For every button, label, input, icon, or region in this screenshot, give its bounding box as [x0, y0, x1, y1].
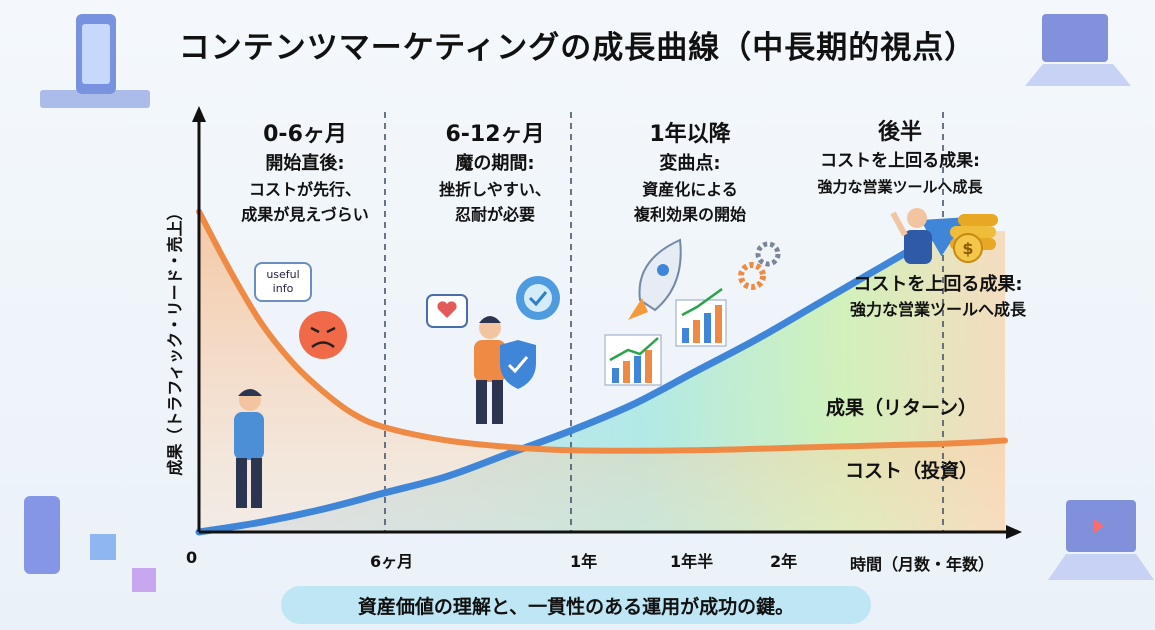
angry-face-icon [299, 311, 347, 359]
phase-desc-line: 強力な営業ツールへ成長 [817, 178, 983, 196]
phase-heading: 1年以降 [649, 122, 731, 147]
corner-device-bl-icon [24, 496, 156, 592]
phase-subtitle: 変曲点: [659, 153, 721, 174]
cost-series-line [196, 208, 1008, 454]
phase-heading: 6-12ヶ月 [445, 122, 545, 147]
x-axis-arrow [1006, 525, 1022, 539]
x-tick-label: 6ヶ月 [370, 552, 414, 571]
phase-desc-line: コストが先行、 [248, 180, 361, 199]
useful-info-bubble: useful info [254, 262, 312, 302]
phase-heading: 0-6ヶ月 [263, 122, 347, 147]
phase-subtitle: 開始直後: [265, 153, 345, 174]
cost-area [199, 211, 1005, 533]
x-axis-label: 時間（月数・年数） [850, 555, 995, 574]
phase-desc-line: 忍耐が必要 [454, 205, 535, 224]
x-tick-label: 2年 [770, 552, 798, 571]
chart-title: コンテンツマーケティングの成長曲線（中長期的視点） [178, 30, 977, 66]
corner-laptop-tr-icon [1025, 14, 1131, 86]
corner-device-tl-icon [40, 14, 150, 108]
return-series-line [195, 217, 968, 536]
phase-desc-line: 資産化による [642, 180, 738, 199]
phase-desc-line: 挫折しやすい、 [439, 180, 551, 199]
footer-banner: 資産価値の理解と、一貫性のある運用が成功の鍵。 [281, 586, 871, 624]
check-badge-icon [516, 276, 560, 320]
phase-heading: 後半 [877, 120, 922, 145]
x-tick-label: 0 [186, 548, 198, 567]
legend-cost: コスト（投資） [845, 460, 979, 482]
x-tick-label: 1年 [570, 552, 598, 571]
y-axis-label-wrap: 成果（トラフィック・リード・売上） [162, 150, 186, 530]
svg-text:$: $ [962, 239, 973, 258]
phase-desc-line: 複利効果の開始 [633, 205, 746, 224]
person-with-shield-icon [474, 316, 536, 424]
phase-1-year-plus: 1年以降 変曲点: 資産化による 複利効果の開始 [592, 120, 788, 227]
corner-laptop-br-icon [1048, 500, 1154, 580]
outcome-annotation: コストを上回る成果: 強力な営業ツールへ成長 [820, 272, 1056, 322]
annotation-line: コストを上回る成果: [853, 274, 1023, 295]
y-axis-arrow [192, 106, 206, 122]
phase-0-6-months: 0-6ヶ月 開始直後: コストが先行、 成果が見えづらい [210, 120, 400, 227]
frustrated-person-icon [234, 389, 264, 508]
y-axis-label: 成果（トラフィック・リード・売上） [166, 204, 185, 476]
legend-return: 成果（リターン） [826, 397, 978, 419]
rocket-icon [628, 238, 682, 320]
successful-person-icon [890, 208, 932, 264]
phase-late: 後半 コストを上回る成果: 強力な営業ツールへ成長 [790, 118, 1010, 200]
x-tick-label: 1年半 [670, 552, 714, 571]
heart-message-icon [426, 294, 468, 328]
phase-6-12-months: 6-12ヶ月 魔の期間: 挫折しやすい、 忍耐が必要 [400, 120, 590, 227]
annotation-line: 強力な営業ツールへ成長 [849, 300, 1026, 319]
phase-desc-line: 成果が見えづらい [241, 205, 369, 224]
phase-subtitle: コストを上回る成果: [820, 151, 980, 171]
bar-chart-icon [604, 287, 727, 386]
phase-subtitle: 魔の期間: [455, 153, 535, 174]
gear-icon [738, 241, 781, 290]
coin-stack-icon: $ [950, 214, 998, 263]
